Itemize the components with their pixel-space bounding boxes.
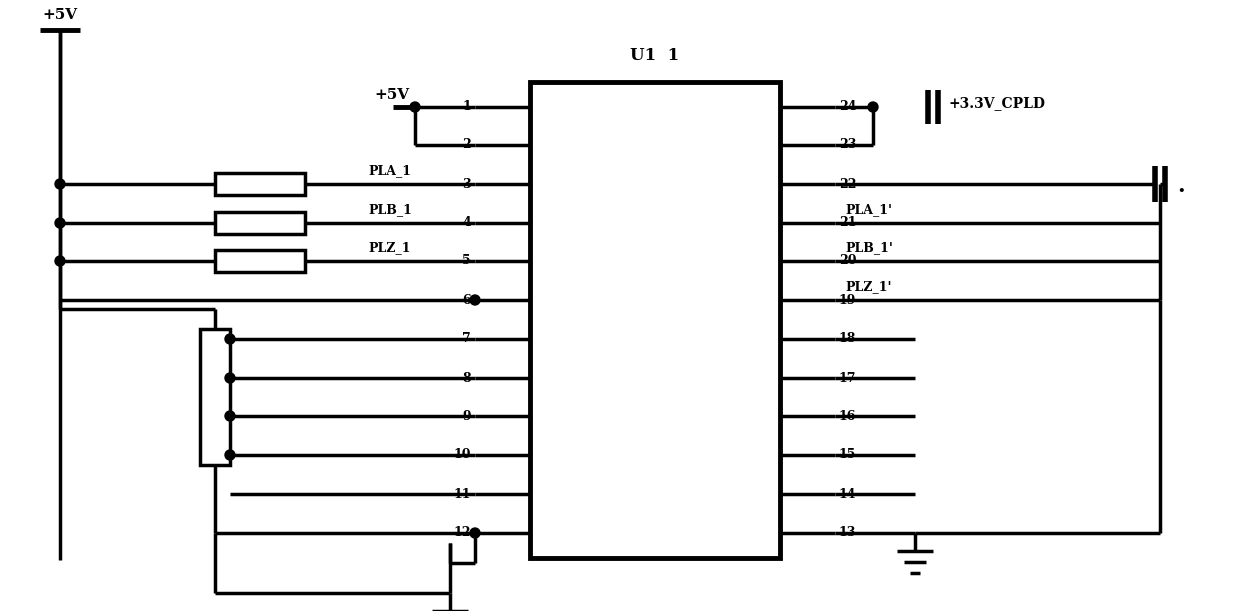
Text: 23: 23 bbox=[839, 139, 857, 152]
Text: B0: B0 bbox=[750, 216, 770, 230]
Circle shape bbox=[55, 179, 64, 189]
Text: B4: B4 bbox=[750, 371, 770, 384]
Text: A3: A3 bbox=[539, 293, 558, 307]
Text: DIR: DIR bbox=[539, 139, 567, 152]
Text: B1: B1 bbox=[750, 255, 770, 268]
Bar bbox=[215, 250, 305, 272]
Bar bbox=[529, 82, 780, 558]
Circle shape bbox=[224, 450, 236, 460]
Circle shape bbox=[224, 334, 236, 344]
Text: PLZ_1: PLZ_1 bbox=[368, 241, 412, 254]
Text: GD: GD bbox=[749, 527, 770, 540]
Text: 19: 19 bbox=[839, 293, 857, 307]
Text: B7: B7 bbox=[750, 488, 770, 500]
Text: PLB_1': PLB_1' bbox=[844, 241, 893, 254]
Text: A4: A4 bbox=[539, 332, 558, 345]
Circle shape bbox=[224, 373, 236, 383]
Text: +5V: +5V bbox=[374, 88, 410, 102]
Bar bbox=[200, 329, 229, 465]
Bar bbox=[215, 173, 305, 195]
Text: 1: 1 bbox=[463, 100, 471, 114]
Text: 4: 4 bbox=[463, 216, 471, 230]
Text: V5V: V5V bbox=[539, 100, 568, 114]
Text: A6: A6 bbox=[539, 409, 558, 422]
Text: 20: 20 bbox=[839, 255, 857, 268]
Text: OE: OE bbox=[750, 178, 770, 191]
Text: A2: A2 bbox=[539, 255, 558, 268]
Text: PLA_1: PLA_1 bbox=[368, 164, 412, 177]
Text: 2: 2 bbox=[463, 139, 471, 152]
Text: A1: A1 bbox=[539, 216, 558, 230]
Text: 9: 9 bbox=[463, 409, 471, 422]
Text: B5: B5 bbox=[750, 409, 770, 422]
Circle shape bbox=[470, 295, 480, 305]
Text: A5: A5 bbox=[539, 371, 558, 384]
Text: 6: 6 bbox=[463, 293, 471, 307]
Text: V3.3: V3.3 bbox=[739, 139, 770, 152]
Text: 21: 21 bbox=[839, 216, 857, 230]
Text: 11: 11 bbox=[454, 488, 471, 500]
Text: 17: 17 bbox=[839, 371, 857, 384]
Text: GD: GD bbox=[539, 488, 562, 500]
Text: U1  1: U1 1 bbox=[630, 47, 680, 64]
Bar bbox=[215, 212, 305, 234]
Circle shape bbox=[868, 102, 878, 112]
Circle shape bbox=[55, 256, 64, 266]
Text: 18: 18 bbox=[839, 332, 857, 345]
Text: GD: GD bbox=[539, 527, 562, 540]
Text: 14: 14 bbox=[839, 488, 857, 500]
Text: PLZ_1': PLZ_1' bbox=[844, 280, 892, 293]
Text: .: . bbox=[1177, 175, 1184, 197]
Text: 3: 3 bbox=[463, 178, 471, 191]
Text: A0: A0 bbox=[539, 178, 558, 191]
Text: 10: 10 bbox=[454, 448, 471, 461]
Circle shape bbox=[470, 528, 480, 538]
Text: PLA_1': PLA_1' bbox=[844, 203, 892, 216]
Text: PLB_1: PLB_1 bbox=[368, 203, 412, 216]
Text: B2: B2 bbox=[750, 293, 770, 307]
Text: +5V: +5V bbox=[42, 8, 78, 22]
Text: 5: 5 bbox=[463, 255, 471, 268]
Text: B3: B3 bbox=[750, 332, 770, 345]
Text: 24: 24 bbox=[839, 100, 857, 114]
Text: 15: 15 bbox=[839, 448, 857, 461]
Text: A7: A7 bbox=[539, 448, 558, 461]
Text: V3.3: V3.3 bbox=[739, 100, 770, 114]
Circle shape bbox=[410, 102, 420, 112]
Circle shape bbox=[55, 218, 64, 228]
Text: B6: B6 bbox=[750, 448, 770, 461]
Text: 16: 16 bbox=[839, 409, 857, 422]
Text: 7: 7 bbox=[463, 332, 471, 345]
Circle shape bbox=[224, 411, 236, 421]
Text: 22: 22 bbox=[839, 178, 857, 191]
Text: 13: 13 bbox=[839, 527, 857, 540]
Text: 8: 8 bbox=[463, 371, 471, 384]
Text: +3.3V_CPLD: +3.3V_CPLD bbox=[949, 96, 1045, 110]
Text: 12: 12 bbox=[454, 527, 471, 540]
